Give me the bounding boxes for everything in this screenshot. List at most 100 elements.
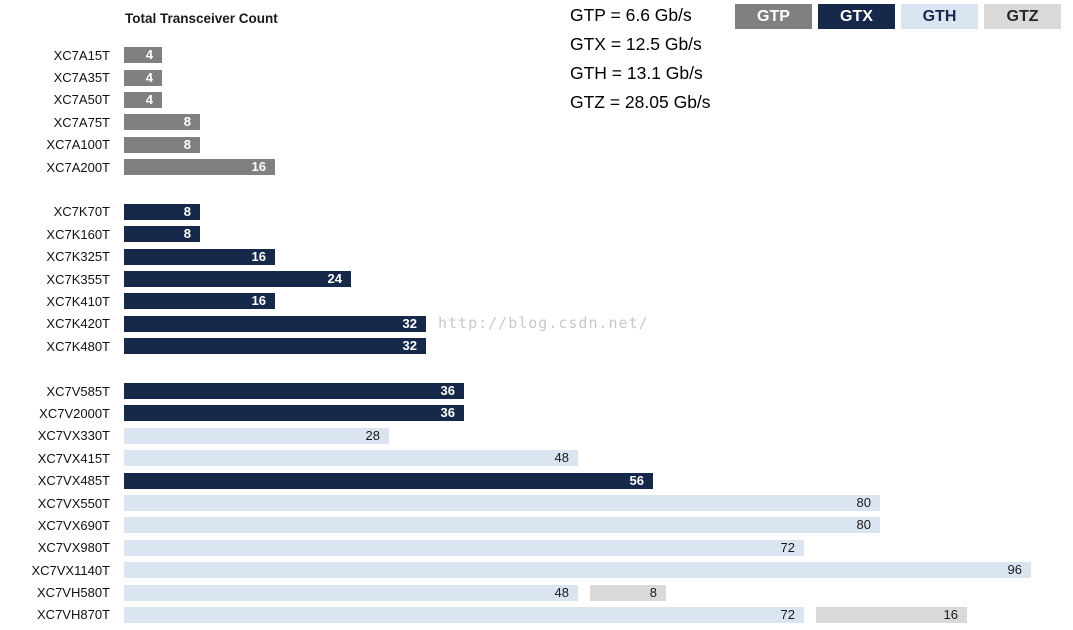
chart-row: XC7VX415T 48 [0, 447, 1073, 469]
bar-segment-gth: 72 [124, 606, 804, 623]
bar-segment-gtp: 8 [124, 114, 200, 131]
bar-value-label: 16 [251, 248, 266, 264]
legend-speed-gtp: GTP = 6.6 Gb/s [570, 5, 692, 25]
legend-speed-gth: GTH = 13.1 Gb/s [570, 63, 703, 83]
chart-row: XC7VH870T 72 16 [0, 604, 1073, 626]
row-label: XC7A15T [53, 47, 110, 63]
chart-row: XC7K420T 32 [0, 313, 1073, 335]
bar-segment-gtx: 8 [124, 203, 200, 220]
bar-area: 16 [124, 159, 275, 176]
chart-row: XC7K410T 16 [0, 290, 1073, 312]
bar-segment-gtx: 32 [124, 315, 426, 332]
chart-row: XC7VX980T 72 [0, 537, 1073, 559]
group-gap [0, 178, 1073, 200]
bar-segment-gth: 48 [124, 450, 578, 467]
bar-segment-gtp: 4 [124, 69, 162, 86]
bar-segment-gtx: 56 [124, 472, 653, 489]
bar-value-label: 80 [856, 517, 871, 533]
chart-row: XC7A15T 4 [0, 44, 1073, 66]
bar-area: 8 [124, 226, 200, 243]
bar-segment-gth: 96 [124, 562, 1031, 579]
legend-speed-gtx: GTX = 12.5 Gb/s [570, 34, 702, 54]
bar-area: 4 [124, 69, 162, 86]
bar-value-label: 16 [251, 159, 266, 175]
bar-value-label: 48 [554, 450, 569, 466]
row-label: XC7VH870T [37, 607, 110, 623]
chart-row: XC7VX1140T 96 [0, 559, 1073, 581]
row-label: XC7K355T [46, 271, 110, 287]
chart-row: XC7A200T 16 [0, 156, 1073, 178]
bar-segment-gtp: 4 [124, 47, 162, 64]
bar-area: 32 [124, 338, 426, 355]
chart-row: XC7K480T 32 [0, 335, 1073, 357]
row-label: XC7K160T [46, 226, 110, 242]
legend-swatch-gth: GTH [901, 4, 978, 29]
bar-value-label: 16 [251, 293, 266, 309]
legend-swatch-gtz: GTZ [984, 4, 1061, 29]
bar-segment-gth: 28 [124, 427, 389, 444]
watermark: http://blog.csdn.net/ [438, 314, 649, 332]
bar-segment-gth: 80 [124, 495, 880, 511]
group-gap [0, 357, 1073, 379]
chart-row: XC7A35T 4 [0, 66, 1073, 88]
bar-area: 4 [124, 91, 162, 108]
row-label: XC7K480T [46, 338, 110, 354]
bar-value-label: 8 [649, 584, 657, 600]
bar-area: 8 [124, 203, 200, 220]
bar-area: 4 [124, 47, 162, 64]
bar-value-label: 8 [183, 226, 191, 242]
chart-title: Total Transceiver Count [125, 11, 278, 26]
bar-segment-gtp: 16 [124, 159, 275, 176]
row-label: XC7A200T [46, 159, 110, 175]
chart-row: XC7K160T 8 [0, 223, 1073, 245]
row-label: XC7VH580T [37, 585, 110, 601]
bar-value-label: 72 [780, 539, 795, 555]
bar-segment-gtx: 36 [124, 405, 464, 422]
bar-value-label: 16 [943, 606, 958, 622]
bar-segment-gtx: 16 [124, 248, 275, 265]
chart-row: XC7V585T 36 [0, 380, 1073, 402]
bar-value-label: 8 [183, 136, 191, 152]
bar-area: 80 [124, 517, 880, 534]
bar-value-label: 28 [365, 427, 380, 443]
bar-segment-gtx: 36 [124, 383, 464, 400]
row-label: XC7VX1140T [31, 562, 110, 578]
row-label: XC7V585T [46, 383, 110, 399]
bar-segment-gtz: 16 [816, 606, 967, 623]
bar-segment-gtp: 4 [124, 91, 162, 108]
bar-area: 16 [124, 293, 275, 310]
bar-value-label: 24 [327, 271, 342, 287]
chart-row: XC7A100T 8 [0, 134, 1073, 156]
row-label: XC7V2000T [39, 405, 110, 421]
bar-value-label: 4 [145, 69, 153, 85]
bar-segment-gth: 80 [124, 517, 880, 534]
bar-segment-gtx: 16 [124, 293, 275, 310]
bar-segment-gtz: 8 [590, 584, 666, 601]
chart-row: XC7A50T 4 [0, 89, 1073, 111]
bar-value-label: 96 [1007, 562, 1022, 578]
legend-swatch-gtx: GTX [818, 4, 895, 29]
row-label: XC7K410T [46, 293, 110, 309]
bar-value-label: 80 [856, 495, 871, 510]
bar-area: 48 [124, 450, 578, 467]
bar-area: 80 [124, 495, 880, 511]
bar-value-label: 36 [440, 383, 455, 399]
row-label: XC7VX690T [37, 517, 110, 533]
row-label: XC7K70T [53, 204, 110, 220]
bar-area: 8 [124, 114, 200, 131]
row-label: XC7A35T [53, 70, 110, 86]
bar-segment-gth: 72 [124, 539, 804, 556]
row-label: XC7K420T [46, 316, 110, 332]
legend-speed-gtz: GTZ = 28.05 Gb/s [570, 92, 711, 112]
bar-value-label: 8 [183, 114, 191, 130]
row-label: XC7VX485T [37, 473, 110, 489]
row-label: XC7VX550T [37, 495, 110, 511]
legend-speed-lines: GTP = 6.6 Gb/s GTX = 12.5 Gb/s GTH = 13.… [570, 1, 711, 117]
chart-row: XC7V2000T 36 [0, 402, 1073, 424]
row-label: XC7VX415T [37, 450, 110, 466]
chart-row: XC7K325T 16 [0, 246, 1073, 268]
row-label: XC7VX980T [37, 540, 110, 556]
chart-row: XC7VX690T 80 [0, 514, 1073, 536]
chart-row: XC7K355T 24 [0, 268, 1073, 290]
